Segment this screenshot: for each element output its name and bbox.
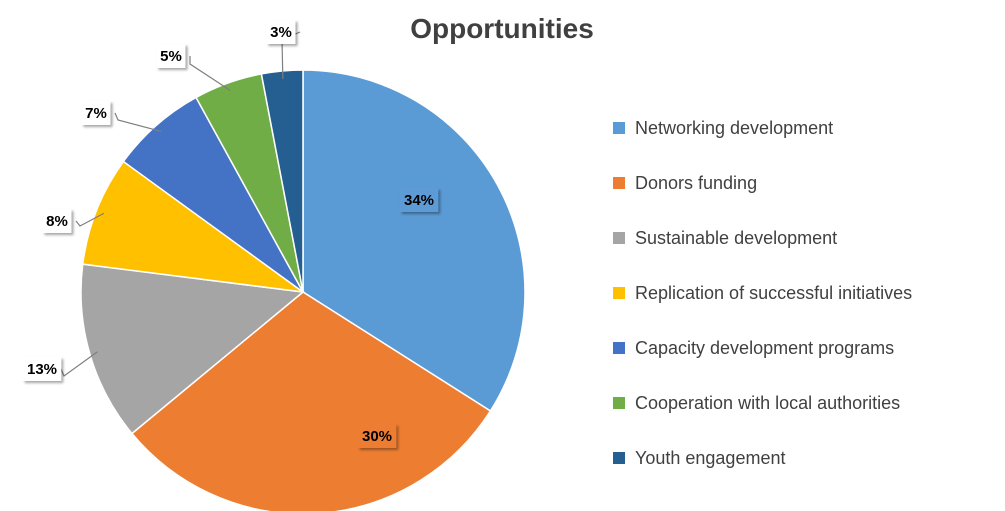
legend-item-replication-of-successful-initiatives: Replication of successful initiatives: [613, 283, 912, 303]
data-label-youth-engagement: 3%: [266, 20, 296, 44]
legend-label: Donors funding: [635, 173, 757, 193]
legend-swatch: [613, 342, 625, 354]
data-label-text: 5%: [160, 48, 182, 65]
legend-label: Cooperation with local authorities: [635, 393, 900, 413]
legend-swatch: [613, 397, 625, 409]
legend-item-networking-development: Networking development: [613, 118, 833, 138]
leader-line-replication-of-successful-initiatives: [75, 212, 105, 227]
pie-slice-networking-development: [302, 69, 526, 412]
legend-swatch: [613, 122, 625, 134]
data-label-cooperation-with-local-authorities: 5%: [156, 44, 186, 68]
legend-item-donors-funding: Donors funding: [613, 173, 757, 193]
pie-slice-sustainable-development: [80, 263, 305, 435]
data-label-box: [22, 357, 62, 381]
pie-slice-replication-of-successful-initiatives: [81, 160, 304, 293]
legend-item-capacity-development-programs: Capacity development programs: [613, 338, 894, 358]
pie-slices: [80, 69, 526, 511]
data-label-text: 3%: [270, 24, 292, 41]
legend-label: Networking development: [635, 118, 833, 138]
data-label-box: [156, 44, 186, 68]
legend-label: Sustainable development: [635, 228, 837, 248]
data-label-networking-development: 34%: [399, 188, 439, 212]
leader-line-sustainable-development: [60, 351, 98, 377]
data-label-donors-funding: 30%: [357, 424, 397, 448]
data-label-capacity-development-programs: 7%: [81, 101, 111, 125]
data-label-box: [357, 424, 397, 448]
legend: Networking development Donors funding Sust…: [613, 118, 912, 468]
data-label-sustainable-development: 13%: [22, 357, 62, 381]
legend-item-cooperation-with-local-authorities: Cooperation with local authorities: [613, 393, 900, 413]
leader-line-capacity-development-programs: [114, 112, 162, 133]
legend-item-youth-engagement: Youth engagement: [613, 448, 785, 468]
legend-swatch: [613, 452, 625, 464]
data-label-replication-of-successful-initiatives: 8%: [42, 209, 72, 233]
data-label-text: 34%: [404, 192, 434, 209]
data-label-box: [42, 209, 72, 233]
legend-swatch: [613, 232, 625, 244]
data-label-text: 7%: [85, 105, 107, 122]
data-labels: 34% 30% 13% 8% 7% 5% 3%: [22, 20, 439, 448]
data-label-text: 8%: [46, 213, 68, 230]
legend-swatch: [613, 287, 625, 299]
pie-slice-donors-funding: [130, 291, 492, 511]
legend-swatch: [613, 177, 625, 189]
legend-label: Replication of successful initiatives: [635, 283, 912, 303]
legend-item-sustainable-development: Sustainable development: [613, 228, 837, 248]
chart-title: Opportunities: [410, 13, 594, 44]
legend-label: Capacity development programs: [635, 338, 894, 358]
data-label-box: [266, 20, 296, 44]
data-label-text: 13%: [27, 361, 57, 378]
leader-line-cooperation-with-local-authorities: [189, 56, 231, 92]
data-label-text: 30%: [362, 428, 392, 445]
legend-label: Youth engagement: [635, 448, 785, 468]
data-label-box: [399, 188, 439, 212]
data-label-box: [81, 101, 111, 125]
